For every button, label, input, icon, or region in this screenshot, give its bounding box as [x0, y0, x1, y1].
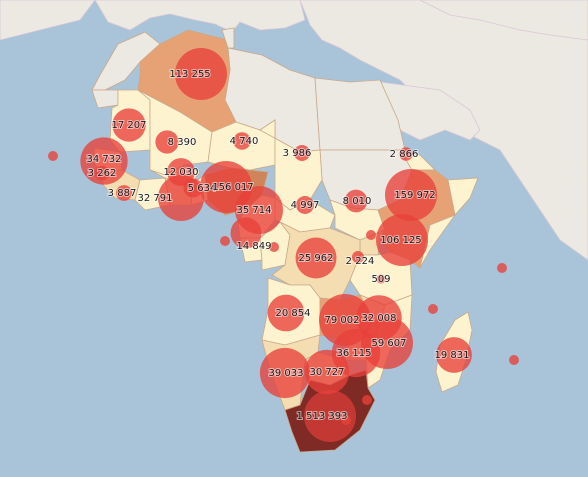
- bubble-comoros[interactable]: [428, 304, 438, 314]
- bubble-algeria[interactable]: [175, 48, 227, 100]
- bubble-ethiopia[interactable]: [385, 169, 437, 221]
- label-gambia: 3 262: [88, 168, 117, 179]
- bubble-guinea[interactable]: [116, 185, 132, 201]
- label-zambia: 79 002: [325, 315, 360, 326]
- bubble-kenya[interactable]: [376, 214, 428, 266]
- label-mauritania: 17 207: [112, 120, 147, 131]
- label-botswana: 30 727: [310, 367, 345, 378]
- bubble-mauritania[interactable]: [112, 108, 146, 142]
- bubble-layer: 113 255 17 207 8 390 4 740 3 986 34 732 3 262 3…: [48, 48, 519, 442]
- bubble-gambia[interactable]: [94, 165, 110, 181]
- bubble-south-africa[interactable]: [304, 390, 356, 442]
- label-niger: 4 740: [230, 136, 259, 147]
- bubble-eswatini[interactable]: [362, 395, 372, 405]
- bubble-seychelles[interactable]: [497, 263, 507, 273]
- label-burkina-faso: 12 030: [164, 167, 199, 178]
- bubble-madagascar[interactable]: [436, 337, 472, 373]
- label-cote-divoire: 32 791: [138, 193, 173, 204]
- label-mali: 8 390: [168, 137, 197, 148]
- bubble-gabon[interactable]: [230, 217, 262, 249]
- label-ghana: 5 634: [188, 183, 217, 194]
- label-rwanda: 2 224: [346, 256, 375, 267]
- label-cameroon: 35 714: [237, 205, 272, 216]
- bubble-rwanda[interactable]: [352, 251, 364, 263]
- bubble-tanzania[interactable]: [376, 274, 386, 284]
- bubble-sao-tome[interactable]: [220, 236, 230, 246]
- label-south-africa: 1 513 393: [297, 411, 348, 422]
- bubble-niger[interactable]: [233, 132, 251, 150]
- bubble-botswana[interactable]: [304, 349, 350, 395]
- bubble-south-sudan[interactable]: [344, 189, 368, 213]
- label-namibia: 39 033: [269, 368, 304, 379]
- label-tanzania: 509: [371, 274, 390, 285]
- label-eritrea: 2 866: [390, 149, 419, 160]
- label-mozambique: 59 607: [372, 338, 407, 349]
- label-chad: 3 986: [283, 148, 312, 159]
- label-malawi: 32 008: [362, 313, 397, 324]
- context-land: [0, 0, 588, 261]
- bubble-ghana[interactable]: [183, 178, 203, 198]
- label-south-sudan: 8 010: [343, 196, 372, 207]
- country-tunisia[interactable]: [221, 27, 235, 49]
- bubble-senegal[interactable]: [80, 137, 128, 185]
- country-morocco[interactable]: [91, 31, 161, 91]
- label-kenya: 106 125: [380, 235, 421, 246]
- bubble-uganda[interactable]: [366, 230, 376, 240]
- label-ethiopia: 159 972: [394, 190, 435, 201]
- bubble-namibia[interactable]: [259, 347, 311, 399]
- label-algeria: 113 255: [169, 69, 210, 80]
- bubble-chad[interactable]: [293, 144, 311, 162]
- label-car: 4 997: [291, 200, 320, 211]
- bubble-mali[interactable]: [155, 130, 179, 154]
- label-senegal: 34 732: [87, 154, 122, 165]
- bubble-angola[interactable]: [267, 294, 305, 332]
- bubble-car[interactable]: [296, 196, 314, 214]
- bubble-congo[interactable]: [269, 242, 279, 252]
- label-guinea: 3 887: [108, 188, 137, 199]
- bubble-eritrea[interactable]: [399, 147, 413, 161]
- bubble-mauritius[interactable]: [509, 355, 519, 365]
- bubble-drc[interactable]: [295, 237, 337, 279]
- bubble-cabo-verde[interactable]: [48, 151, 58, 161]
- label-drc: 25 962: [299, 253, 334, 264]
- label-zimbabwe: 36 115: [337, 348, 372, 359]
- label-gabon: 14 849: [237, 241, 272, 252]
- bubble-burkina-faso[interactable]: [167, 158, 195, 186]
- label-madagascar: 19 831: [435, 350, 470, 361]
- label-angola: 20 854: [276, 308, 311, 319]
- label-nigeria: 156 017: [212, 182, 253, 193]
